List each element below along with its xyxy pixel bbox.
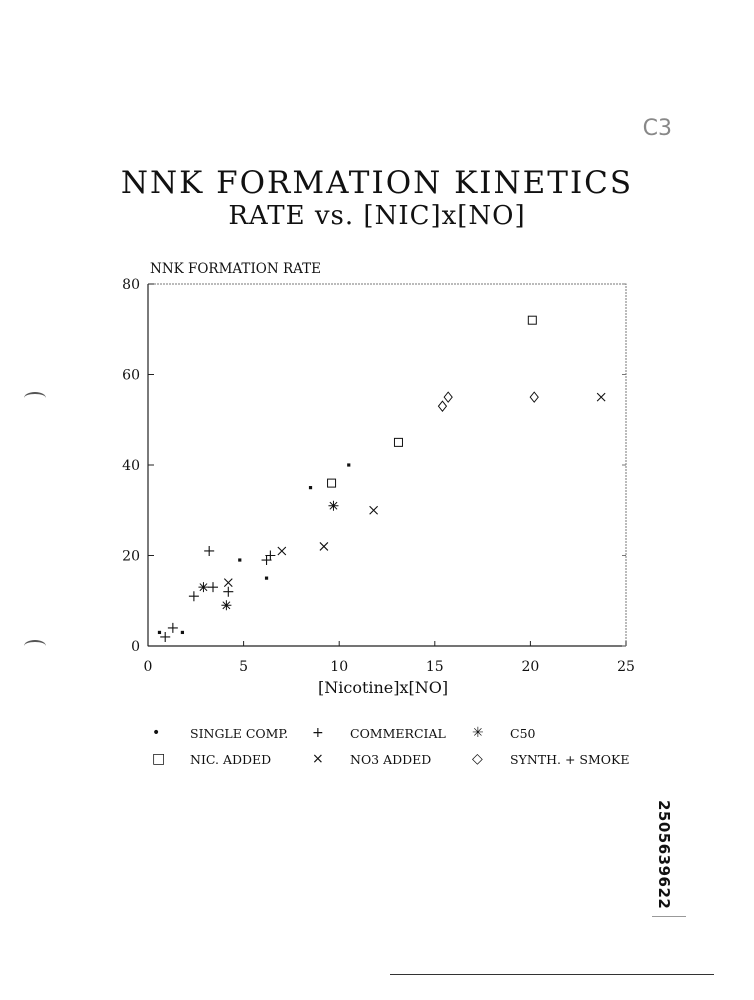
- legend-label: SYNTH. + SMOKE: [510, 751, 630, 767]
- page-mark: C3: [642, 116, 672, 141]
- data-point-single-comp: [347, 463, 351, 467]
- chart-title: NNK FORMATION KINETICS: [120, 165, 634, 201]
- diamond-marker-icon: ◇: [472, 751, 483, 767]
- legend-item-commercial: + COMMERCIAL: [310, 725, 470, 741]
- legend-row: • SINGLE COMP. + COMMERCIAL ✳ C50: [150, 720, 670, 746]
- data-point-no3-added: [369, 505, 379, 515]
- square-marker-icon: □: [152, 751, 166, 767]
- legend-item-single-comp: • SINGLE COMP.: [150, 725, 310, 741]
- legend-item-nic-added: □ NIC. ADDED: [150, 751, 310, 767]
- data-point-nic-added: [393, 437, 403, 447]
- data-point-c50: [328, 500, 339, 511]
- x-tick-label: 0: [144, 659, 153, 675]
- data-point-synth-smoke: [529, 391, 539, 403]
- legend-label: C50: [510, 725, 536, 741]
- data-point-commercial: [204, 545, 215, 556]
- bottom-rule: [390, 974, 714, 975]
- data-point-commercial: [167, 622, 178, 633]
- data-point-no3-added: [596, 392, 606, 402]
- y-tick-label: 80: [122, 277, 140, 293]
- x-tick-label: 10: [330, 659, 348, 675]
- data-point-single-comp: [238, 558, 242, 562]
- legend-label: NIC. ADDED: [190, 751, 272, 767]
- x-tick-label: 5: [239, 659, 248, 675]
- x-tick-label: 15: [426, 659, 444, 675]
- cross-marker-icon: ×: [312, 751, 324, 767]
- y-tick-label: 0: [131, 639, 140, 655]
- data-point-no3-added: [319, 542, 329, 551]
- data-point-commercial: [265, 550, 276, 561]
- legend-label: NO3 ADDED: [350, 751, 432, 767]
- x-tick-label: 20: [521, 659, 539, 675]
- data-point-commercial: [160, 631, 171, 642]
- y-tick-label: 40: [122, 458, 140, 474]
- chart-subtitle: RATE vs. [NIC]x[NO]: [228, 201, 526, 231]
- x-axis-label: [Nicotine]x[NO]: [318, 678, 449, 697]
- y-axis-label: NNK FORMATION RATE: [150, 261, 321, 277]
- legend-item-no3-added: × NO3 ADDED: [310, 751, 470, 767]
- scatter-plot: 0 5 10 15 20 25 0 20 40 60 80: [122, 277, 635, 675]
- x-tick-label: 25: [617, 659, 635, 675]
- data-point-nic-added: [327, 478, 337, 488]
- y-tick-label: 60: [122, 368, 140, 384]
- legend-label: COMMERCIAL: [350, 725, 446, 741]
- data-point-single-comp: [180, 630, 185, 635]
- data-point-c50: [198, 582, 209, 593]
- plot-frame: [147, 283, 627, 647]
- legend-item-synth-smoke: ◇ SYNTH. + SMOKE: [470, 751, 640, 767]
- y-tick-label: 20: [122, 549, 140, 565]
- data-point-c50: [221, 600, 232, 611]
- data-point-single-comp: [264, 576, 269, 580]
- legend-label: SINGLE COMP.: [190, 725, 289, 741]
- data-point-synth-smoke: [443, 391, 453, 403]
- data-point-nic-added: [527, 315, 537, 325]
- data-point-no3-added: [277, 546, 287, 556]
- data-point-synth-smoke: [437, 400, 448, 412]
- legend-item-c50: ✳ C50: [470, 725, 640, 741]
- dot-marker-icon: •: [152, 725, 161, 741]
- data-point-no3-added: [223, 578, 233, 588]
- legend-row: □ NIC. ADDED × NO3 ADDED ◇ SYNTH. + SMOK…: [150, 746, 670, 772]
- data-point-commercial: [223, 586, 234, 597]
- binder-hole-mark: [24, 392, 46, 404]
- data-point-commercial: [208, 582, 219, 593]
- binder-hole-mark: [24, 640, 46, 652]
- data-point-single-comp: [308, 486, 313, 490]
- plus-marker-icon: +: [312, 725, 324, 741]
- document-id: 2505639622: [655, 800, 673, 910]
- data-point-single-comp: [157, 630, 162, 635]
- asterisk-marker-icon: ✳: [472, 725, 484, 741]
- data-point-commercial: [188, 591, 199, 602]
- legend: • SINGLE COMP. + COMMERCIAL ✳ C50 □ NIC.…: [150, 720, 670, 772]
- margin-dash: [652, 916, 686, 917]
